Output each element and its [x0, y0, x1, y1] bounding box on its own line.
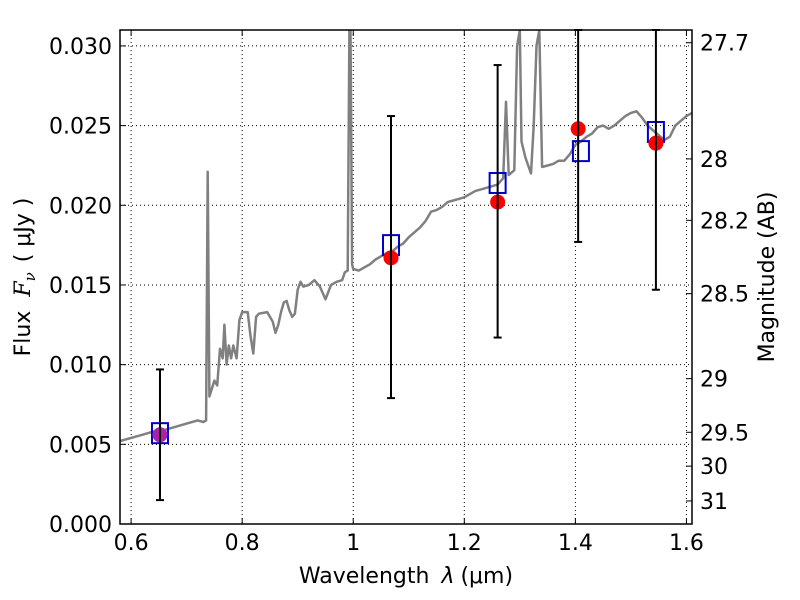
x-axis-label-unit: (μm) — [460, 564, 513, 589]
mag-tick-label: 29.5 — [700, 421, 749, 446]
y-tick-label: 0.025 — [49, 115, 112, 140]
mag-tick-label: 31 — [700, 490, 728, 515]
mag-tick-label: 28.5 — [700, 283, 749, 308]
x-tick-label: 0.8 — [225, 531, 260, 556]
x-axis-label: Wavelength λ (μm) — [299, 564, 513, 589]
y-axis-label-subscript: ν — [21, 272, 39, 281]
mag-tick-label: 28.2 — [700, 209, 749, 234]
x-tick-label: 1.2 — [447, 531, 482, 556]
y-axis-label-symbol: F — [11, 281, 36, 298]
model-photometry-square — [571, 140, 590, 163]
y-axis-label-unit: ( μJy ) — [11, 198, 36, 263]
ticks: 0.6 0.8 1 1.2 1.4 1.6 0.000 0.005 0.010 0.015 0.02… — [49, 30, 749, 556]
y-axis-label-name: Flux — [11, 311, 36, 357]
x-tick-label: 1.4 — [558, 531, 593, 556]
y-tick-label: 0.020 — [49, 194, 112, 219]
y-tick-label: 0.030 — [49, 35, 112, 60]
mag-tick-label: 30 — [700, 455, 728, 480]
y-tick-label: 0.010 — [49, 354, 112, 379]
mag-tick-label: 28 — [700, 148, 728, 173]
y-axis-label: Flux Fν ( μJy ) — [11, 198, 39, 357]
y-tick-label: 0.015 — [49, 274, 112, 299]
x-axis-label-name: Wavelength — [299, 564, 430, 589]
y-tick-label: 0.000 — [49, 513, 112, 538]
plot-frame — [119, 29, 693, 525]
plot-background — [120, 30, 692, 524]
error-bars — [155, 29, 660, 502]
mag-tick-label: 29 — [700, 368, 728, 393]
x-tick-label: 0.6 — [114, 531, 149, 556]
x-tick-label: 1 — [346, 531, 360, 556]
y-tick-label: 0.005 — [49, 433, 112, 458]
y2-axis-label: Magnitude (AB) — [755, 192, 780, 363]
mag-tick-label: 27.7 — [700, 32, 749, 57]
x-tick-label: 1.6 — [669, 531, 704, 556]
x-axis-label-symbol: λ — [440, 564, 454, 589]
